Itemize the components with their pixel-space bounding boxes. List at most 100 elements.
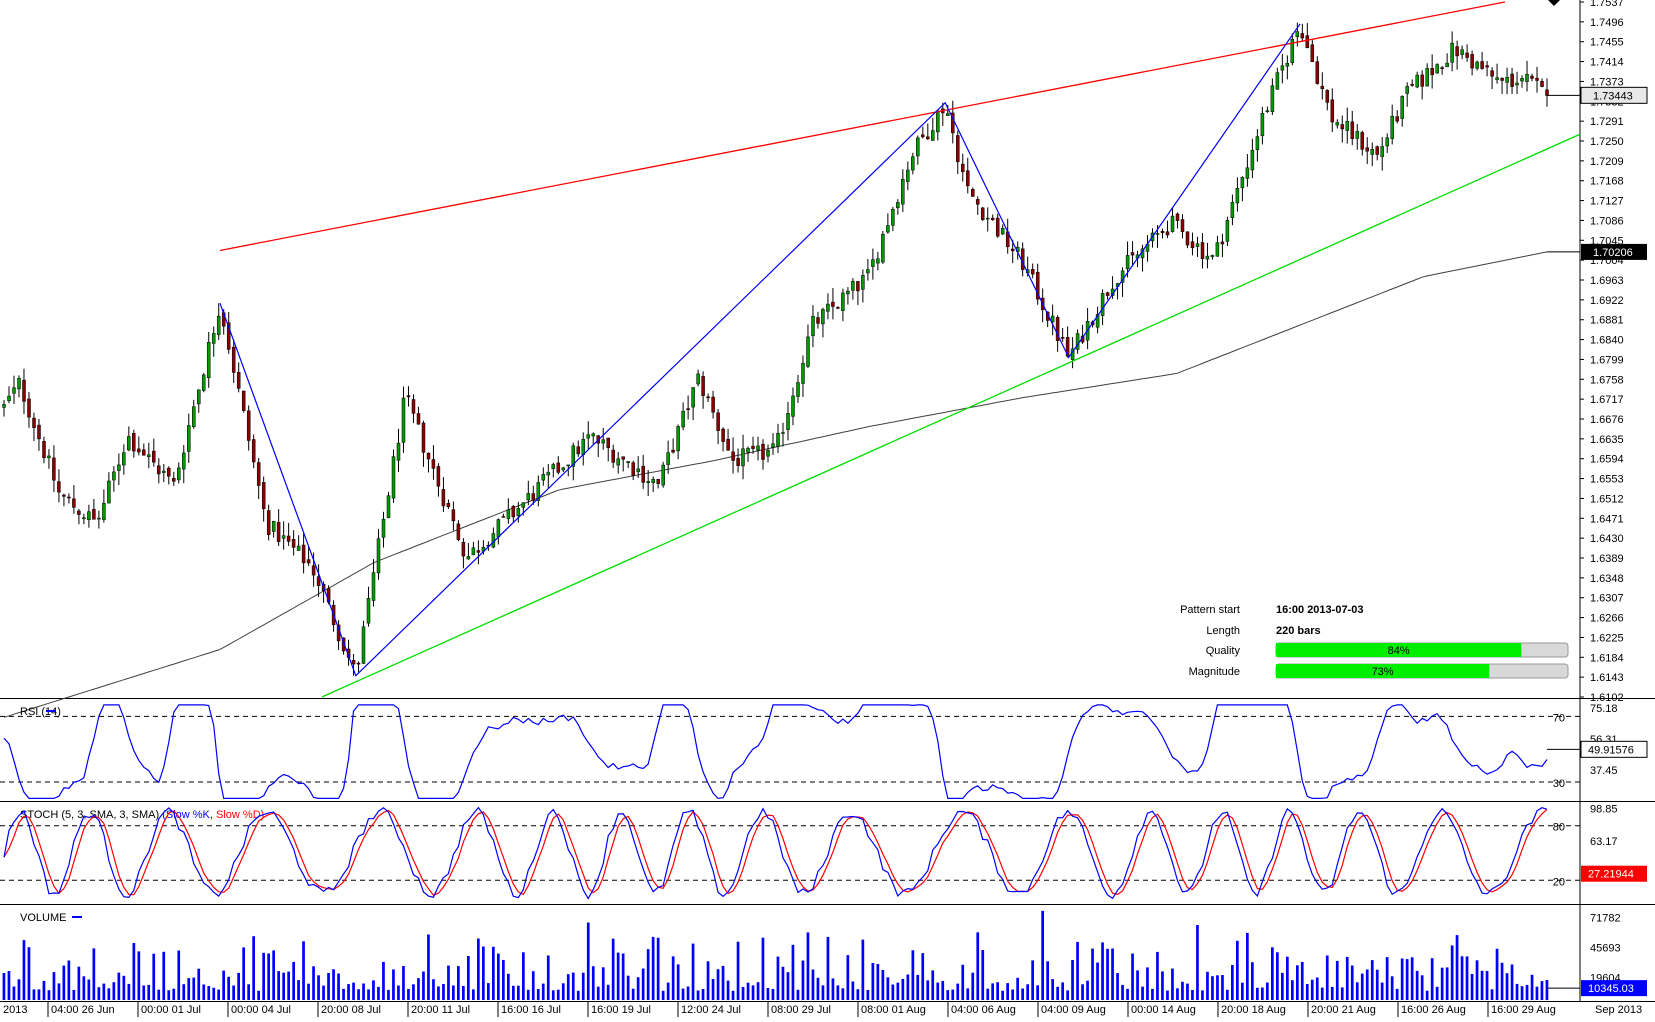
volume-bar bbox=[916, 974, 920, 1000]
support-line bbox=[321, 133, 1581, 698]
candle bbox=[47, 449, 51, 469]
candle-body bbox=[1325, 90, 1330, 103]
candle-body bbox=[226, 322, 231, 350]
candle-body bbox=[1445, 62, 1449, 68]
rsi-level-label: 30 bbox=[1553, 778, 1565, 790]
candle bbox=[1540, 78, 1544, 88]
info-label: Length bbox=[1206, 625, 1240, 637]
candle bbox=[1130, 241, 1135, 267]
volume-bar bbox=[392, 969, 395, 1000]
candle-body bbox=[396, 442, 401, 461]
volume-bar bbox=[72, 990, 76, 1000]
volume-bar bbox=[1475, 960, 1479, 1000]
volume-current-box bbox=[1581, 980, 1647, 997]
volume-bar bbox=[1495, 948, 1499, 1000]
price-tick-label: 1.6266 bbox=[1590, 613, 1624, 625]
volume-bar bbox=[1455, 935, 1459, 1000]
candle-body bbox=[301, 544, 306, 564]
candle-body bbox=[1330, 99, 1335, 123]
volume-bar bbox=[1355, 982, 1359, 1000]
volume-bar bbox=[1121, 984, 1124, 1000]
volume-bar bbox=[771, 989, 775, 1000]
candle-body bbox=[661, 464, 665, 486]
candle bbox=[861, 269, 865, 303]
candle bbox=[876, 251, 880, 271]
candle-body bbox=[1490, 70, 1494, 77]
volume-bar bbox=[12, 986, 16, 1000]
volume-bar bbox=[596, 986, 600, 1000]
candle bbox=[451, 501, 456, 531]
candle bbox=[1355, 124, 1360, 150]
candle-body bbox=[57, 481, 61, 493]
candle bbox=[1385, 133, 1389, 153]
candle bbox=[1425, 63, 1429, 87]
candle bbox=[1365, 137, 1369, 164]
candle bbox=[1240, 176, 1245, 202]
current-price-label: 1.73443 bbox=[1593, 90, 1633, 102]
volume-bar bbox=[1490, 989, 1494, 1000]
candle-body bbox=[1310, 44, 1315, 63]
volume-bar bbox=[666, 982, 670, 1000]
candle bbox=[381, 511, 386, 548]
candle bbox=[107, 472, 111, 504]
volume-bar bbox=[1480, 970, 1484, 1000]
price-tick-label: 1.7086 bbox=[1590, 215, 1624, 227]
candle bbox=[1400, 95, 1404, 127]
candle-body bbox=[1375, 146, 1379, 155]
candle-body bbox=[1050, 315, 1055, 323]
candle-body bbox=[446, 503, 451, 507]
volume-bar bbox=[212, 987, 216, 1000]
time-tick-label: 04:00 26 Jun bbox=[51, 1004, 115, 1016]
candle bbox=[241, 390, 246, 413]
candle-body bbox=[511, 506, 516, 518]
candle-body bbox=[1010, 248, 1015, 252]
candle-body bbox=[641, 465, 645, 483]
stoch-level-label: 80 bbox=[1553, 822, 1565, 834]
candle-body bbox=[1265, 110, 1270, 112]
candle-body bbox=[956, 135, 960, 163]
volume-bar bbox=[437, 986, 440, 1000]
volume-bar bbox=[377, 986, 380, 1000]
candle-body bbox=[586, 434, 590, 439]
candle-body bbox=[1350, 121, 1355, 139]
candle bbox=[901, 169, 905, 213]
volume-bar bbox=[1186, 983, 1189, 1000]
volume-bar bbox=[1141, 986, 1144, 1000]
candle-body bbox=[137, 448, 141, 453]
volume-bar bbox=[502, 960, 505, 1000]
current-price-box bbox=[1580, 86, 1648, 104]
volume-bar bbox=[1430, 958, 1434, 1000]
candle-body bbox=[167, 467, 171, 477]
candle bbox=[1230, 194, 1235, 226]
candle-body bbox=[736, 457, 740, 466]
candle bbox=[157, 458, 161, 484]
candle bbox=[296, 535, 301, 551]
candle-body bbox=[646, 481, 650, 484]
volume-bar bbox=[2, 973, 6, 1000]
volume-bar bbox=[1310, 979, 1314, 1000]
volume-bar bbox=[297, 980, 300, 1000]
candle bbox=[731, 437, 735, 474]
price-tick-label: 1.7291 bbox=[1590, 116, 1624, 128]
volume-bar bbox=[1111, 948, 1114, 1000]
candle-body bbox=[1290, 39, 1295, 63]
candle-body bbox=[1260, 113, 1265, 137]
scroll-marker-icon[interactable] bbox=[1548, 0, 1560, 6]
stoch-current-box bbox=[1581, 865, 1647, 882]
time-tick-label: 16:00 19 Jul bbox=[591, 1004, 651, 1016]
candle bbox=[931, 117, 935, 141]
candle bbox=[571, 442, 576, 481]
candle-body bbox=[761, 443, 765, 460]
candle-body bbox=[62, 494, 66, 497]
volume-bar bbox=[222, 970, 225, 1000]
volume-bar bbox=[172, 988, 176, 1000]
candle bbox=[1435, 63, 1439, 74]
candle bbox=[446, 499, 451, 509]
candle bbox=[671, 438, 675, 454]
candle-body bbox=[1220, 241, 1225, 245]
candle bbox=[431, 445, 436, 480]
candle bbox=[601, 427, 605, 450]
volume-bar bbox=[1320, 987, 1324, 1000]
candle bbox=[1035, 263, 1040, 305]
